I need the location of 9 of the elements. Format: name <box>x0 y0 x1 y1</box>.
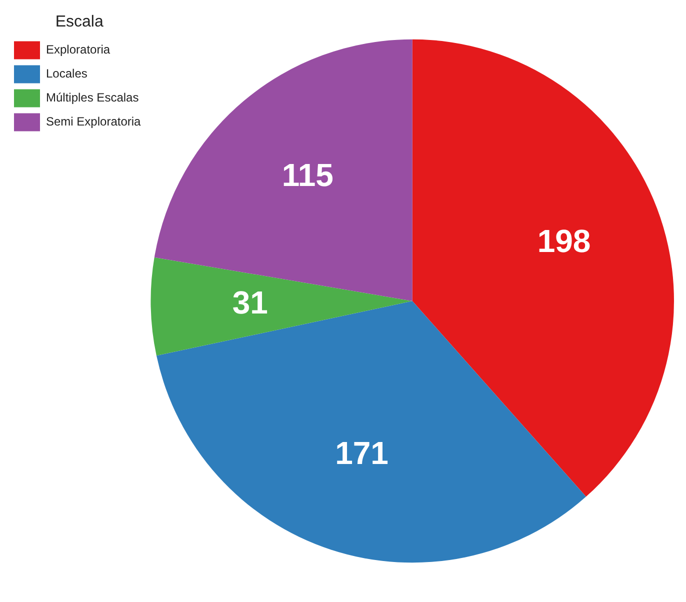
legend-label: Exploratoria <box>46 42 110 57</box>
legend-title: Escala <box>55 13 104 30</box>
data-label: 171 <box>335 434 388 471</box>
data-label: 198 <box>537 223 591 260</box>
legend-label: Múltiples Escalas <box>46 90 139 105</box>
legend-label: Locales <box>46 66 88 81</box>
legend-label: Semi Exploratoria <box>46 114 142 129</box>
data-label: 31 <box>232 284 268 320</box>
data-label: 115 <box>282 156 334 193</box>
